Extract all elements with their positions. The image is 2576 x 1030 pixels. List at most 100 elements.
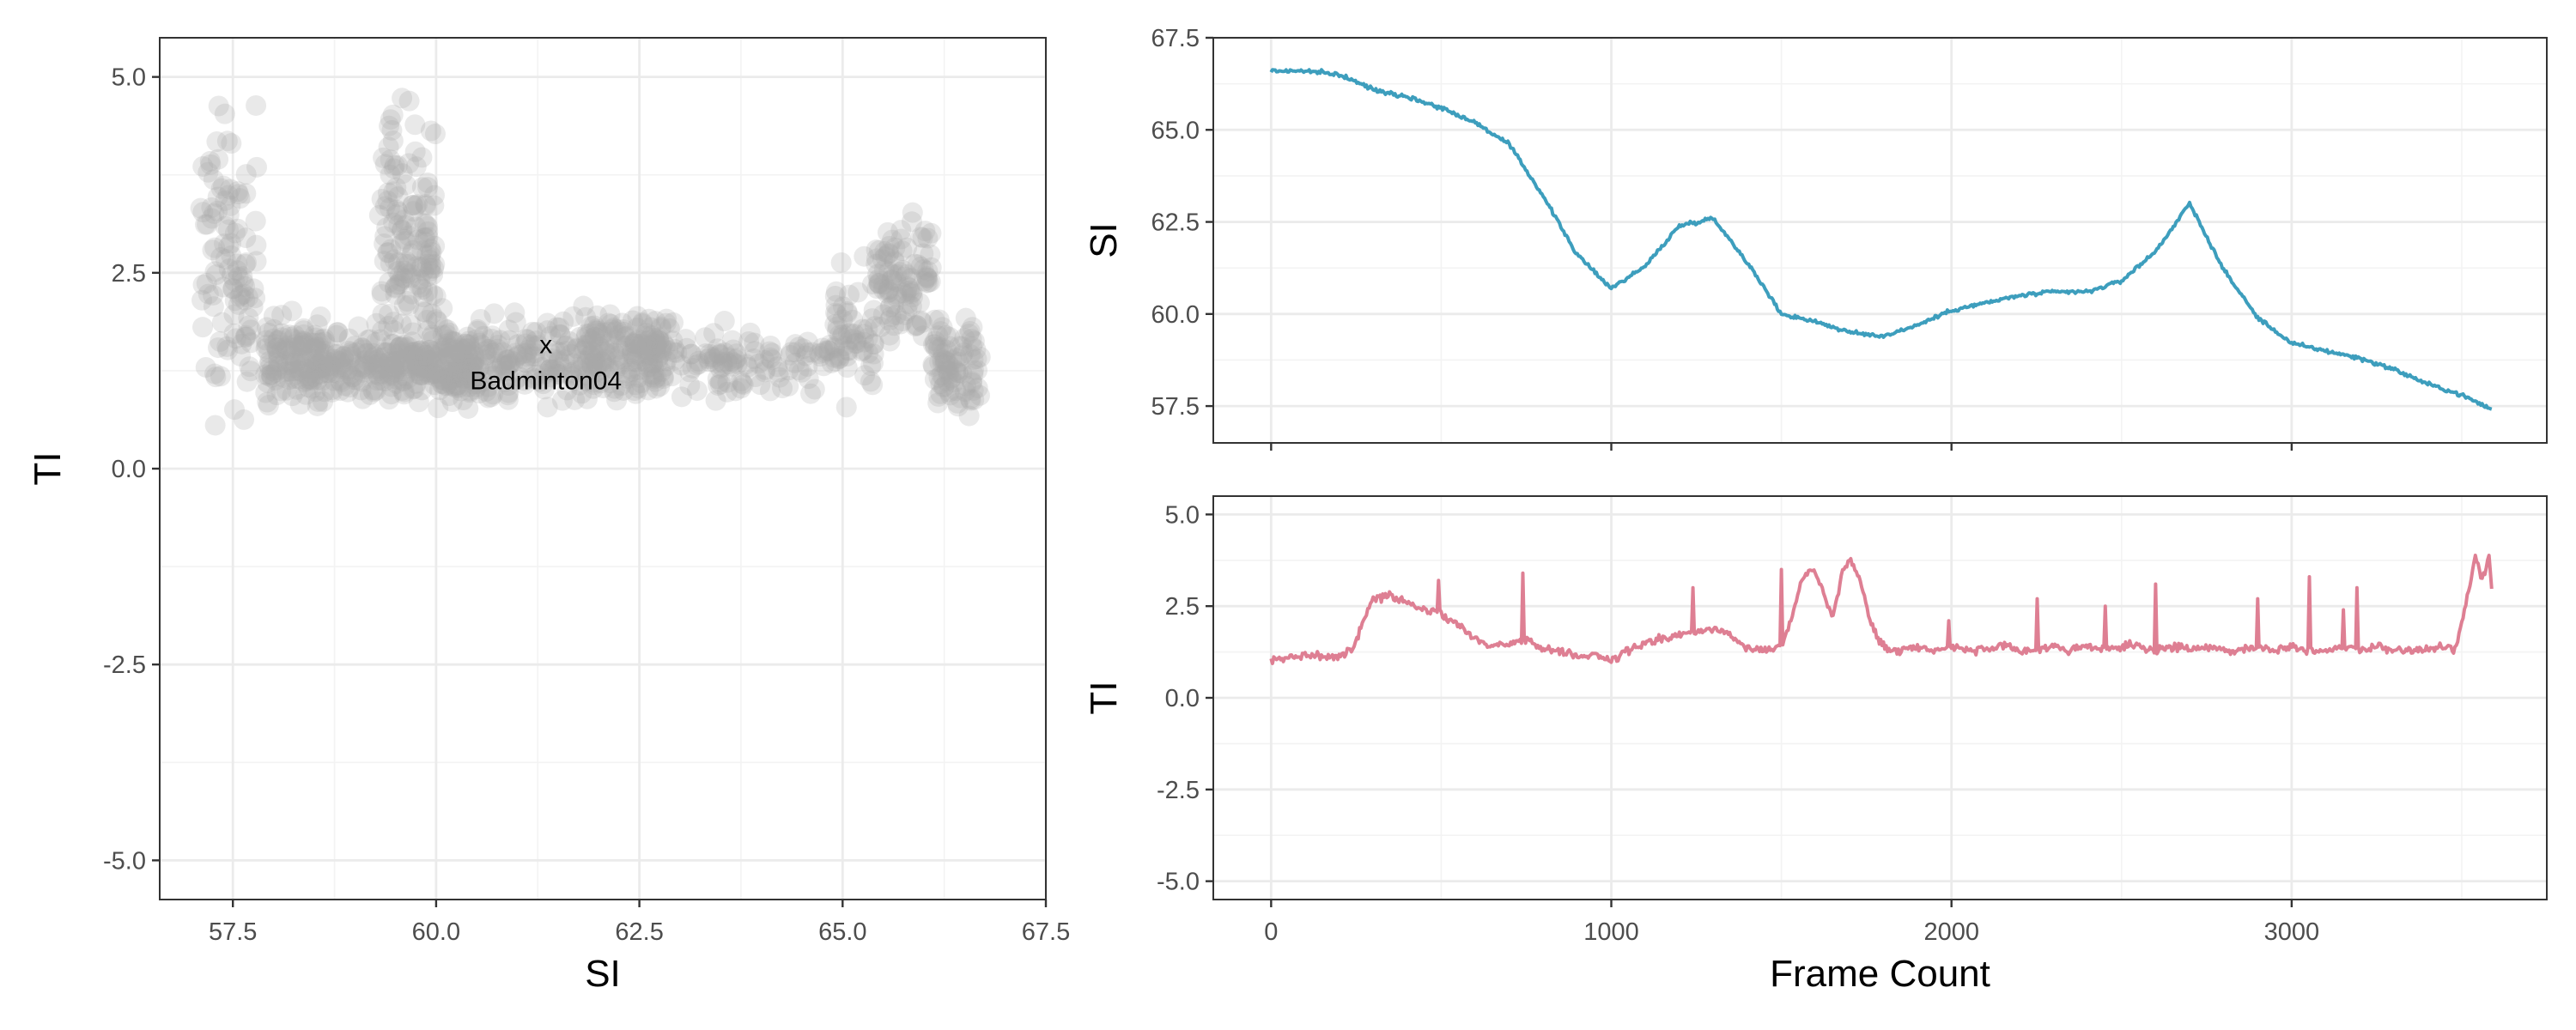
scatter-point — [886, 283, 908, 305]
scatter-point — [235, 251, 257, 273]
scatter-point — [590, 373, 611, 394]
scatter-point — [361, 349, 382, 371]
scatter-point — [409, 354, 430, 376]
scatter-point — [390, 270, 411, 292]
scatter-point — [263, 328, 284, 349]
scatter-point — [432, 373, 453, 395]
scatter-point — [268, 355, 289, 377]
scatter-point — [562, 364, 583, 385]
scatter-point — [825, 294, 847, 316]
scatter-point — [276, 336, 298, 357]
scatter-point — [456, 338, 477, 360]
scatter-point — [192, 317, 214, 338]
scatter-point — [785, 342, 806, 363]
scatter-point — [858, 342, 879, 364]
scatter-point — [296, 370, 318, 391]
scatter-point — [346, 369, 368, 391]
scatter-point — [819, 335, 841, 356]
scatter-point — [836, 301, 858, 323]
annotation-marker: x — [539, 331, 552, 360]
scatter-point — [824, 336, 846, 357]
scatter-point — [517, 329, 538, 350]
scatter-point — [824, 285, 846, 306]
scatter-point — [646, 342, 667, 363]
scatter-point — [451, 339, 472, 360]
scatter-point — [910, 227, 932, 248]
scatter-point — [635, 323, 657, 344]
scatter-point — [415, 345, 436, 367]
scatter-point — [382, 104, 404, 125]
scatter-point — [726, 354, 748, 375]
scatter-point — [707, 338, 728, 360]
scatter-point — [404, 141, 426, 162]
scatter-point — [689, 353, 710, 374]
scatter-point — [485, 342, 507, 363]
scatter-point — [450, 380, 471, 402]
scatter-point — [324, 370, 345, 391]
scatter-point — [289, 353, 311, 374]
scatter-point — [695, 342, 716, 364]
scatter-point — [416, 215, 438, 237]
scatter-point — [379, 368, 400, 390]
scatter-point — [191, 289, 213, 311]
scatter-point — [382, 334, 404, 355]
scatter-point — [813, 342, 835, 363]
scatter-point — [798, 368, 819, 390]
scatter-point — [927, 392, 949, 414]
scatter-point — [323, 362, 344, 384]
scatter-point — [326, 324, 348, 346]
scatter-point — [398, 336, 419, 358]
scatter-point — [591, 324, 612, 346]
scatter-point — [686, 380, 708, 402]
scatter-point — [283, 345, 304, 367]
scatter-point — [331, 359, 353, 380]
scatter-point — [465, 379, 486, 400]
scatter-point — [408, 391, 429, 413]
scatter-point — [298, 368, 319, 390]
scatter-point — [236, 371, 258, 392]
scatter-point — [580, 316, 602, 337]
scatter-point — [369, 352, 391, 373]
scatter-point — [306, 336, 327, 357]
scatter-point — [872, 279, 894, 300]
scatter-point — [913, 243, 934, 264]
scatter-point — [649, 376, 671, 397]
scatter-point — [860, 355, 882, 377]
scatter-point — [412, 364, 434, 385]
scatter-point — [306, 337, 327, 359]
scatter-point — [326, 322, 348, 343]
scatter-point — [885, 270, 907, 292]
scatter-point — [396, 263, 417, 284]
scatter-point — [598, 357, 620, 379]
scatter-point — [537, 320, 558, 342]
scatter-point — [575, 306, 597, 328]
scatter-point — [573, 356, 594, 378]
scatter-point — [622, 360, 643, 382]
scatter-point — [293, 324, 314, 345]
scatter-point — [380, 164, 401, 185]
scatter-point — [393, 260, 415, 282]
scatter-point — [391, 220, 412, 241]
scatter-point — [303, 366, 325, 387]
scatter-point — [255, 382, 276, 403]
scatter-point — [456, 361, 477, 383]
scatter-point — [954, 381, 975, 403]
scatter-point — [280, 360, 301, 382]
scatter-point — [218, 236, 240, 258]
scatter-point — [204, 415, 226, 436]
scatter-point — [289, 348, 310, 369]
scatter-point — [388, 215, 410, 236]
scatter-point — [628, 329, 649, 350]
scatter-point — [292, 344, 313, 366]
scatter-point — [726, 348, 748, 369]
scatter-point — [402, 194, 423, 215]
scatter-point — [390, 351, 411, 373]
scatter-point — [407, 360, 428, 382]
scatter-point — [870, 316, 891, 337]
scatter-point — [882, 229, 903, 251]
scatter-point — [962, 317, 983, 338]
scatter-point — [295, 334, 316, 355]
y-axis-title: SI — [1083, 222, 1125, 258]
scatter-point — [878, 279, 899, 300]
scatter-point — [817, 340, 839, 361]
